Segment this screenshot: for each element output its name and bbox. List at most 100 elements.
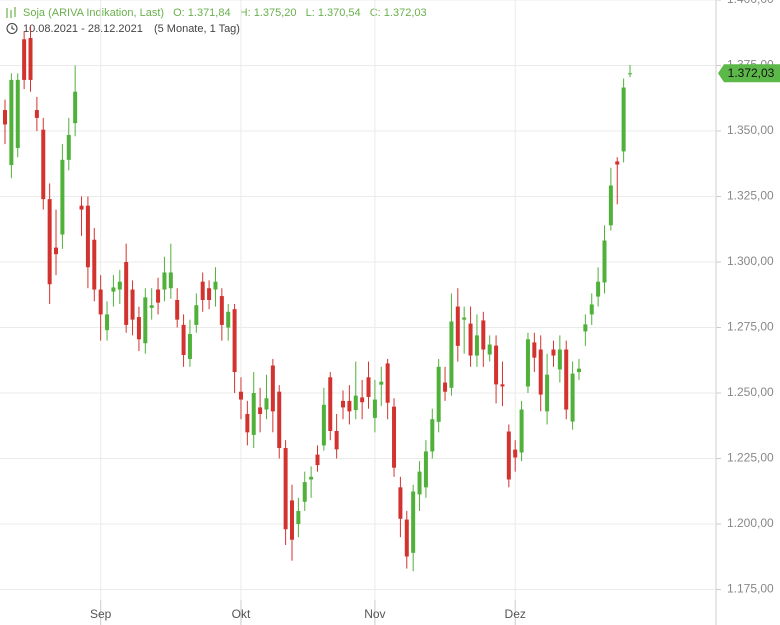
y-tick-label: 1.350,00 [727,123,774,137]
last-price-label: 1.372,03 [728,66,775,80]
candle-body [506,431,511,480]
candle-body [385,363,390,403]
candle-body [251,393,256,435]
candle-body [85,205,90,268]
candle-body [423,451,428,488]
candle-body [309,476,314,480]
candle-body [532,342,537,358]
candle-body [117,281,122,290]
candle-body [277,391,282,449]
date-range: 10.08.2021 - 28.12.2021 [23,23,143,35]
candle-body [417,471,422,495]
candle-body [98,289,103,315]
y-tick-label: 1.175,00 [727,582,774,596]
candle-body [583,324,588,332]
candle-body [232,309,237,373]
candle-body [289,500,294,540]
y-tick-label: 1.225,00 [727,451,774,465]
candle-body [411,491,416,553]
candle-body [328,377,333,432]
candle-body [73,91,78,124]
candle-body [551,349,556,356]
candle-body [66,134,71,160]
y-tick-label: 1.200,00 [727,516,774,530]
candle-body [596,281,601,297]
candle-body [341,400,346,408]
candle-body [187,334,192,359]
candle-body [136,317,141,340]
candle-body [372,399,377,418]
x-tick-label: Nov [364,607,385,621]
candle-body [207,288,212,300]
candle-body [608,185,613,226]
candle-body [366,377,371,397]
candle-body [194,305,199,325]
candle-body [111,287,116,292]
candle-body [602,240,607,283]
candle-body [436,366,441,422]
grid [0,0,716,600]
candle-body [130,289,135,320]
candle-body [213,281,218,290]
candle-body [589,304,594,315]
candle-body [156,289,161,303]
candle-body [404,519,409,557]
candle-body [392,406,397,468]
x-tick-label: Sep [90,607,112,621]
candle-body [525,339,530,387]
candle-body [219,296,224,325]
candle-body [270,365,275,412]
y-tick-label: 1.275,00 [727,320,774,334]
candle-body [347,400,352,412]
y-tick-label: 1.250,00 [727,385,774,399]
candle-body [481,320,486,350]
candle-body [449,321,454,388]
candle-body [258,407,263,414]
candle-body [398,487,403,519]
candle-body [22,39,27,80]
candle-body [47,199,52,285]
candle-body [264,398,269,410]
candle-body [200,281,205,300]
y-tick-label: 1.300,00 [727,254,774,268]
candle-body [302,482,307,502]
candle-body [462,317,467,320]
candle-body [545,374,550,412]
candle-body [168,272,173,289]
low-label: L: 1.370,54 [306,7,361,19]
candle-body [149,305,154,308]
candle-body [621,87,626,152]
candle-body [79,205,84,210]
candle-body [238,391,243,400]
candle-body [28,37,33,80]
candle-body [564,349,569,410]
candle-body [143,297,148,344]
candle-body [245,413,250,433]
candle-body [570,373,575,422]
candle-body [15,79,20,149]
candle-body [92,239,97,290]
high-label: H: 1.375,20 [240,7,297,19]
y-tick-label: 1.400,00 [727,0,774,6]
header: Soja (ARIVA Indikation, Last) O: 1.371,8… [6,7,427,35]
clock-icon [6,22,18,35]
candle-body [181,324,186,356]
candle-body [500,384,505,387]
candle-body [353,395,358,411]
candle-body [283,448,288,530]
candle-body [360,397,365,403]
candle-body [487,344,492,355]
x-tick-label: Dez [505,607,526,621]
candle-body [296,510,301,525]
candle-body [615,161,620,165]
x-tick-label: Okt [232,607,251,621]
title: Soja (ARIVA Indikation, Last) [23,7,164,19]
candle-body [105,314,110,331]
candle-body [321,404,326,446]
candle-body [468,323,473,356]
chart-icon [6,7,16,18]
candle-body [379,381,384,385]
candle-body [519,409,524,453]
candle-body [34,110,39,118]
